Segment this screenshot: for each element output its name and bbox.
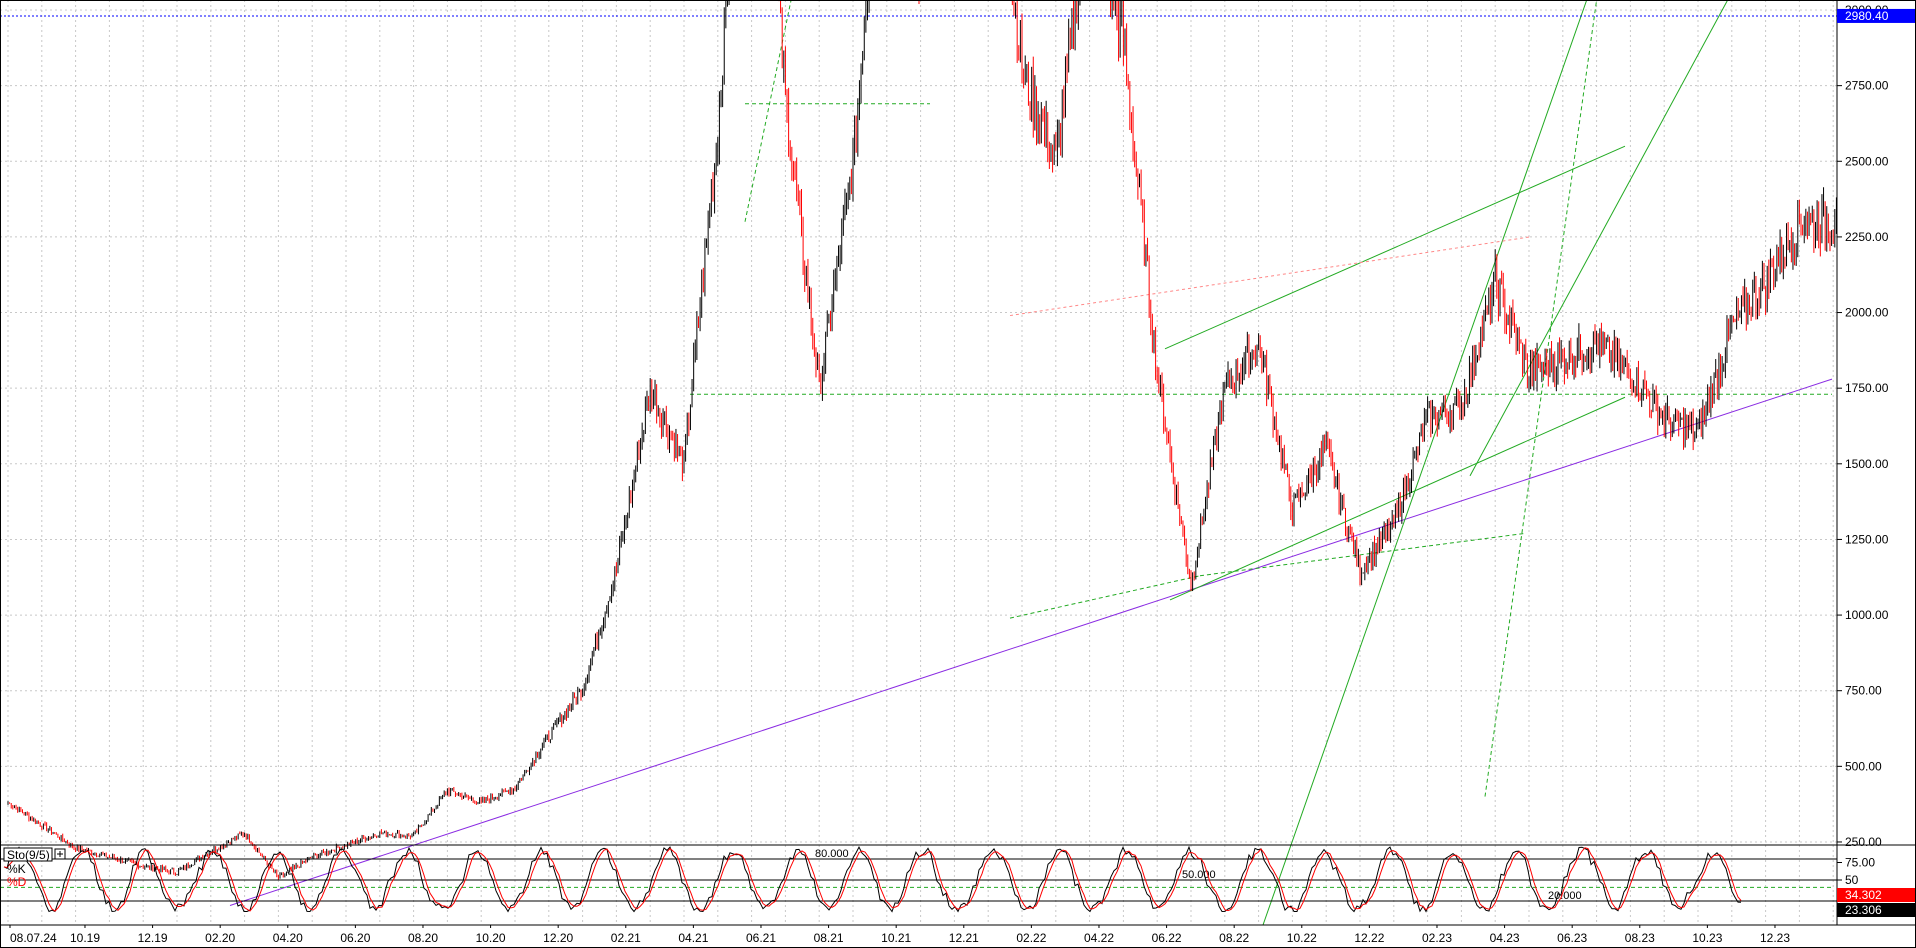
y-tick-label: 2250.00: [1845, 230, 1889, 244]
x-tick-label: 02.23: [1422, 931, 1452, 945]
x-tick-label: 08.21: [814, 931, 844, 945]
x-tick-label: 08.22: [1219, 931, 1249, 945]
x-tick-label: 02.21: [611, 931, 641, 945]
trendline-green-dashed: [1484, 0, 1598, 797]
y-tick-label: 1500.00: [1845, 457, 1889, 471]
y-tick-label: 1250.00: [1845, 532, 1889, 546]
trendline-green-dashed-4: [1199, 532, 1526, 577]
stochastic-pane: 80.000 50.000 20.000 Sto(9/5)%K%D 50 75.00 34.…: [0, 844, 1916, 925]
x-tick-label: 06.22: [1152, 931, 1182, 945]
series-k-label: %K: [7, 862, 26, 876]
x-tick-label: 08.07.24: [10, 931, 57, 945]
osc-tick-label: 75.00: [1845, 856, 1875, 870]
trendline-green-mid: [1164, 145, 1626, 350]
x-tick-label: 10.23: [1692, 931, 1722, 945]
last-price-tag: [1837, 8, 1916, 23]
x-tick-label: 04.21: [678, 931, 708, 945]
trendline-green-dashed-3: [1009, 575, 1201, 619]
y-tick-label: 750.00: [1845, 684, 1882, 698]
x-tick-label: 12.19: [138, 931, 168, 945]
x-tick-label: 02.22: [1016, 931, 1046, 945]
trendline-overlays: [0, 0, 1837, 948]
y-tick-label: 1750.00: [1845, 381, 1889, 395]
y-axis-background: [1837, 0, 1916, 925]
level-label: 50.000: [1182, 869, 1216, 881]
indicator-label: Sto(9/5): [7, 848, 50, 862]
osc-value-tag: [1837, 888, 1916, 902]
last-price-label: 2980.40: [1845, 9, 1889, 23]
y-axis[interactable]: 250.00500.00750.001000.001250.001500.001…: [1836, 0, 1916, 948]
main-grid: [0, 0, 1837, 925]
stoch-k-line: [3, 845, 1742, 913]
x-tick-label: 02.20: [205, 931, 235, 945]
level-label: 20.000: [1548, 890, 1582, 902]
y-tick-label: 2000.00: [1845, 306, 1889, 320]
x-tick-label: 12.21: [949, 931, 979, 945]
x-tick-label: 04.20: [273, 931, 303, 945]
y-tick-label: 2750.00: [1845, 79, 1889, 93]
x-tick-label: 12.20: [543, 931, 573, 945]
trendline-green-base: [1169, 396, 1626, 601]
trendline-purple-lower: [229, 378, 1833, 906]
osc-value-tag: [1837, 903, 1916, 917]
x-tick-label: 12.23: [1760, 931, 1790, 945]
stoch-d-line: [3, 847, 1742, 912]
y-tick-label: 2500.00: [1845, 154, 1889, 168]
trendline-green-upper: [1254, 0, 1588, 948]
osc-tick-label: 50: [1845, 873, 1859, 887]
x-tick-label: 10.20: [476, 931, 506, 945]
osc-value-label: 23.306: [1845, 903, 1882, 917]
x-tick-label: 06.23: [1557, 931, 1587, 945]
x-tick-label: 06.21: [746, 931, 776, 945]
candlestick-series: [7, 0, 1862, 880]
x-axis-background: [0, 925, 1916, 948]
x-tick-label: 10.22: [1287, 931, 1317, 945]
resistance-line-diagonal: [1009, 236, 1531, 317]
x-tick-label: 06.20: [340, 931, 370, 945]
x-axis[interactable]: 08.07.24 10.19 12.19 02.20 04.20 06.20 08.20 10…: [0, 924, 1916, 948]
x-tick-label: 04.22: [1084, 931, 1114, 945]
x-tick-label: 10.19: [70, 931, 100, 945]
osc-value-label: 34.302: [1845, 888, 1882, 902]
x-tick-label: 12.22: [1354, 931, 1384, 945]
x-tick-label: 10.21: [881, 931, 911, 945]
indicator-label-box[interactable]: [3, 847, 53, 862]
x-tick-label: 08.23: [1625, 931, 1655, 945]
x-tick-label: 08.20: [408, 931, 438, 945]
series-d-label: %D: [7, 875, 27, 889]
y-tick-label: 500.00: [1845, 759, 1882, 773]
trendline-green-dashed-2: [744, 0, 792, 222]
level-label: 80.000: [815, 848, 849, 860]
x-tick-label: 04.23: [1490, 931, 1520, 945]
y-tick-label: 1000.00: [1845, 608, 1889, 622]
